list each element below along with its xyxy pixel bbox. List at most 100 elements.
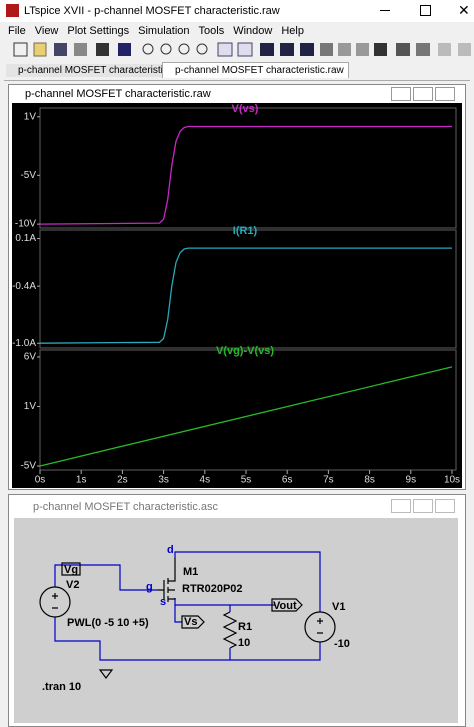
y-tick-label: -5V	[20, 461, 36, 472]
net-label: Vout	[273, 600, 297, 612]
pin-label: g	[146, 581, 153, 593]
x-tick-label: 2s	[117, 475, 128, 486]
tool-tile-v[interactable]	[300, 43, 314, 56]
child-restore[interactable]	[413, 499, 433, 513]
maximize-button[interactable]	[420, 5, 431, 16]
pane-frame	[39, 107, 457, 229]
tool-print[interactable]	[396, 43, 410, 56]
y-tick-label: 1V	[24, 111, 37, 122]
x-tick-label: 4s	[200, 475, 211, 486]
menu-item[interactable]: Plot Settings	[67, 25, 130, 37]
tool-mark[interactable]	[237, 42, 253, 57]
component-value: 10	[238, 637, 250, 649]
tool-autorange[interactable]	[217, 42, 233, 57]
y-tick-label: 6V	[24, 352, 37, 363]
menu-item[interactable]: File	[8, 25, 26, 37]
trace	[39, 125, 452, 225]
pin-label: d	[167, 544, 174, 556]
trace-label: V(vs)	[232, 103, 259, 115]
wires	[54, 551, 321, 661]
close-button[interactable]: ✕	[458, 2, 470, 18]
tab-bar: p-channel MOSFET characteristic.asc p-ch…	[4, 62, 470, 81]
tool-probe[interactable]	[118, 43, 131, 56]
x-tick-label: 8s	[364, 475, 375, 486]
y-tick-label: -10V	[15, 219, 36, 230]
tool-run[interactable]	[13, 42, 28, 57]
menu-item[interactable]: Help	[281, 25, 304, 37]
net-label: Vs	[184, 616, 197, 628]
tool-copy[interactable]	[338, 43, 351, 56]
tab-raw[interactable]: p-channel MOSFET characteristic.raw	[162, 62, 349, 78]
trace-label: V(vg)-V(vs)	[216, 345, 274, 357]
menu-bar: File View Plot Settings Simulation Tools Wind…	[8, 25, 313, 37]
plot-background	[12, 103, 462, 488]
tool-zoom-pan[interactable]	[160, 43, 172, 55]
y-tick-label: -1.0A	[12, 338, 36, 349]
tool-zoom-in[interactable]	[142, 43, 154, 55]
child-restore[interactable]	[413, 87, 433, 101]
child-close[interactable]	[435, 499, 455, 513]
component-value: PWL(0 -5 10 +5)	[67, 617, 149, 629]
trace-label: I(R1)	[233, 225, 258, 237]
tool-cut[interactable]	[320, 43, 333, 56]
x-tick-label: 6s	[282, 475, 293, 486]
pane-frame	[39, 349, 457, 471]
minimize-button[interactable]	[380, 10, 390, 11]
menu-item[interactable]: View	[34, 25, 59, 37]
child-minimize[interactable]	[391, 87, 411, 101]
tool-paste[interactable]	[356, 43, 369, 56]
child-minimize[interactable]	[391, 499, 411, 513]
y-tick-label: -0.4A	[12, 281, 36, 292]
tool-draw[interactable]	[438, 43, 451, 56]
components	[39, 557, 336, 679]
component-name: R1	[238, 621, 252, 633]
tool-tile-h[interactable]	[260, 43, 274, 56]
tool-text[interactable]	[458, 43, 471, 56]
toolbar-icons	[13, 42, 471, 57]
app-icon	[6, 4, 19, 17]
x-tick-label: 0s	[35, 475, 46, 486]
window-controls	[391, 87, 455, 101]
tool-zoom-fit[interactable]	[196, 43, 208, 55]
x-tick-label: 3s	[158, 475, 169, 486]
tool-halt[interactable]	[96, 43, 109, 56]
tab-asc[interactable]: p-channel MOSFET characteristic.asc	[6, 64, 191, 77]
net-label: Vg	[64, 564, 78, 576]
component-name: V1	[332, 601, 345, 613]
x-tick-label: 10s	[444, 475, 460, 486]
x-tick-label: 1s	[76, 475, 87, 486]
component-value: -10	[334, 638, 350, 650]
schematic-controls	[391, 499, 455, 513]
x-tick-label: 9s	[406, 475, 417, 486]
tool-save[interactable]	[54, 43, 67, 56]
y-tick-label: 0.1A	[15, 233, 36, 244]
component-name: M1	[183, 566, 198, 578]
spice-directive: .tran 10	[42, 681, 81, 693]
window-title: LTspice XVII - p-channel MOSFET characte…	[24, 5, 280, 17]
trace	[39, 247, 452, 344]
child-close[interactable]	[435, 87, 455, 101]
tool-zoom-out[interactable]	[178, 43, 190, 55]
component-value: RTR020P02	[182, 583, 243, 595]
waveform-plot: V(vs) 1V -5V -10V I(R1) 0.1A -0.4A -1.0A V(vg)-V…	[12, 103, 462, 488]
trace	[39, 366, 453, 467]
tool-setup[interactable]	[416, 43, 430, 56]
schematic-labels: Vg V2 g d s M1 RTR020P02 Vout V1 Vs R1 1…	[42, 544, 350, 693]
tool-open[interactable]	[33, 42, 47, 57]
pin-label: s	[160, 596, 166, 608]
tool-cascade[interactable]	[280, 43, 294, 56]
tool-control[interactable]	[74, 43, 87, 56]
title-bar: LTspice XVII - p-channel MOSFET characte…	[0, 0, 474, 22]
x-tick-label: 5s	[241, 475, 252, 486]
menu-item[interactable]: Simulation	[138, 25, 190, 37]
menu-item[interactable]: Window	[233, 25, 273, 37]
y-tick-label: -5V	[20, 170, 36, 181]
y-tick-label: 1V	[24, 401, 37, 412]
component-name: V2	[66, 579, 79, 591]
schematic-title: p-channel MOSFET characteristic.asc	[33, 501, 219, 513]
menu-item[interactable]: Tools	[198, 25, 225, 37]
waveform-title: p-channel MOSFET characteristic.raw	[25, 88, 211, 100]
tool-find[interactable]	[374, 43, 387, 56]
